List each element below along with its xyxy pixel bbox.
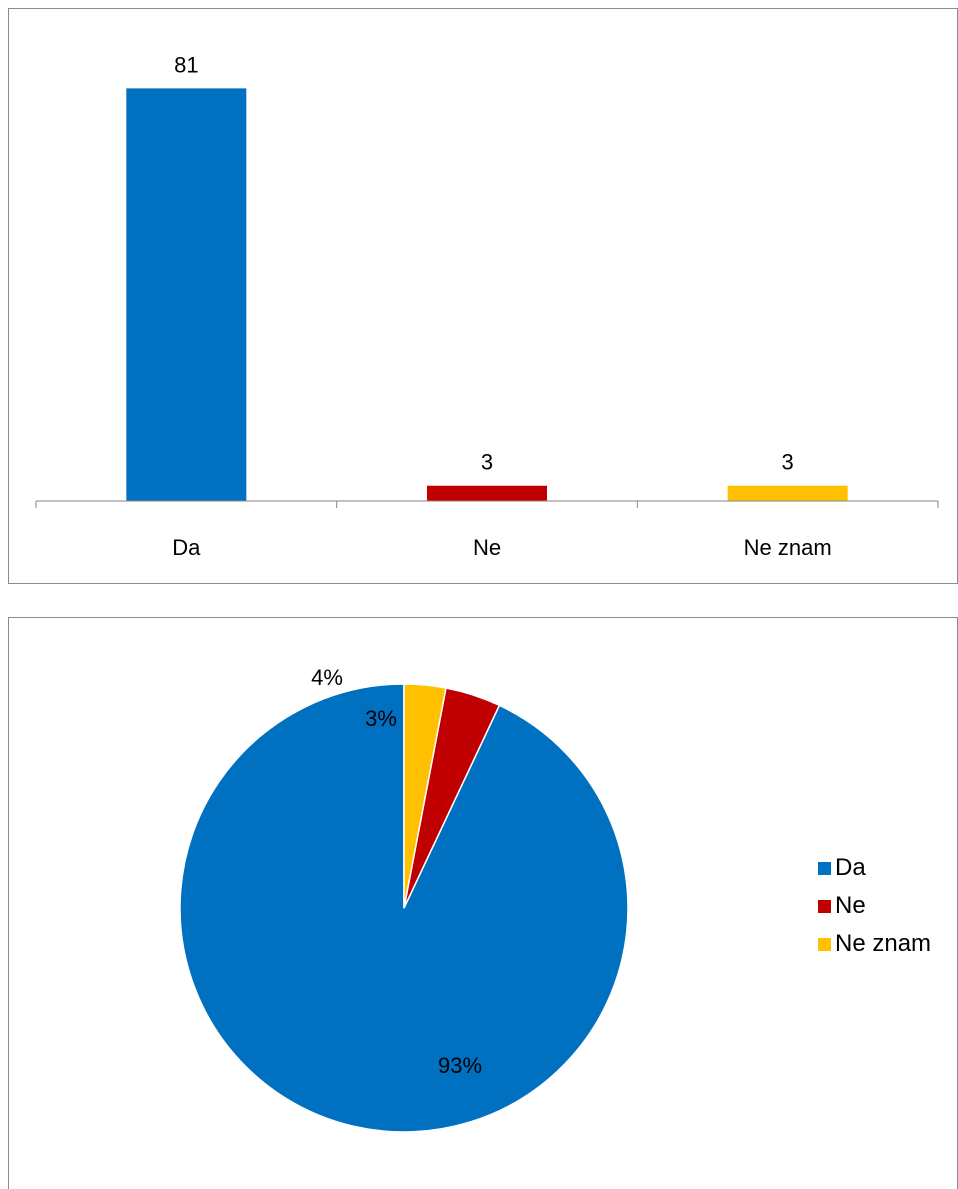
- bar-da: [126, 88, 247, 502]
- legend-swatch-ne: [818, 899, 831, 913]
- tick-label-da: Da: [172, 535, 201, 560]
- bar-ne: [427, 485, 547, 501]
- data-label-ne: 3: [481, 450, 493, 475]
- data-label-ne-znam: 3: [782, 450, 794, 475]
- pie-slice-ne-znam: [403, 683, 447, 909]
- pie-chart-panel: 93% 4% 3% Da Ne Ne znam: [8, 617, 958, 1189]
- tick-label-ne: Ne: [473, 535, 501, 560]
- bar-chart-panel: 81 Da 3 Ne 3 Ne znam: [8, 8, 958, 584]
- bar-ne-znam: [727, 485, 848, 501]
- bar-chart: 81 Da 3 Ne 3 Ne znam: [35, 52, 939, 560]
- pie-legend: Da Ne Ne znam: [818, 849, 931, 963]
- pie-chart: 93% 4% 3%: [179, 665, 629, 1133]
- legend-label-ne: Ne: [835, 892, 866, 919]
- legend-label-da: Da: [835, 854, 866, 881]
- tick-label-ne-znam: Ne znam: [744, 535, 832, 560]
- legend-item-ne: Ne: [818, 887, 931, 925]
- legend-label-ne-znam: Ne znam: [835, 930, 932, 957]
- data-label-da: 81: [174, 52, 198, 77]
- legend-swatch-ne-znam: [818, 937, 831, 951]
- pie-label-da: 93%: [438, 1053, 482, 1078]
- pie-label-ne-znam: 3%: [365, 706, 397, 731]
- legend-swatch-da: [818, 861, 831, 875]
- legend-item-ne-znam: Ne znam: [818, 925, 931, 963]
- legend-item-da: Da: [818, 849, 931, 887]
- pie-label-ne: 4%: [311, 665, 343, 690]
